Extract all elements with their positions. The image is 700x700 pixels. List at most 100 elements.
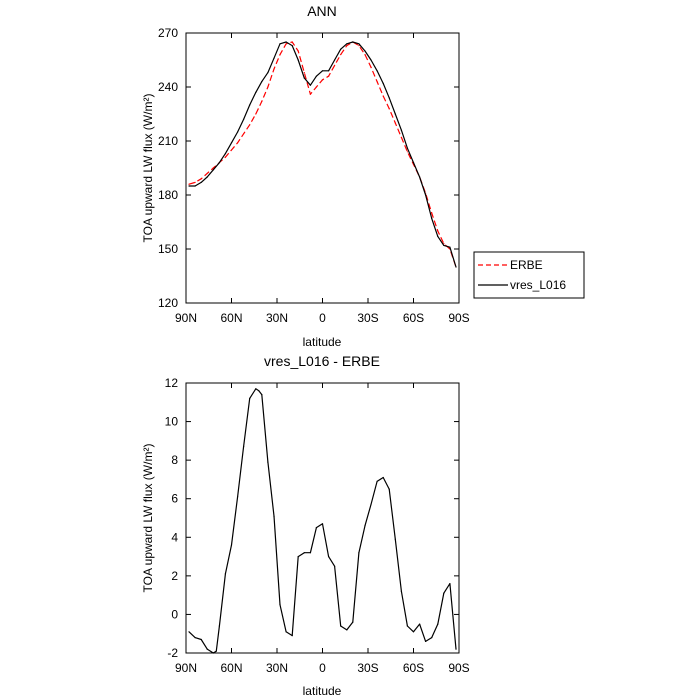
bottom-y-tick-label: 0 xyxy=(171,607,178,621)
bottom-data-point xyxy=(215,650,217,652)
top-y-tick-label: 240 xyxy=(158,80,178,94)
top-data-point xyxy=(315,86,317,88)
top-data-point xyxy=(400,129,402,131)
bottom-data-point xyxy=(358,552,360,554)
bottom-y-axis-title: TOA upward LW flux (W/m²) xyxy=(141,444,155,593)
bottom-data-point xyxy=(455,648,457,650)
top-x-tick-label: 90N xyxy=(175,311,197,325)
bottom-data-point xyxy=(315,527,317,529)
bottom-x-tick-label: 60S xyxy=(403,661,424,675)
top-data-point xyxy=(394,122,396,124)
top-data-point xyxy=(334,59,336,61)
top-data-point xyxy=(188,185,190,187)
top-data-point xyxy=(328,70,330,72)
top-data-point xyxy=(279,54,281,56)
bottom-y-tick-label: -2 xyxy=(167,646,178,660)
top-data-point xyxy=(249,104,251,106)
bottom-data-point xyxy=(388,488,390,490)
bottom-data-point xyxy=(309,552,311,554)
top-panel: ANN 90N 60N 30N 0 30S 60S 90S 120 150 180 210 240 27… xyxy=(141,3,585,349)
top-data-point xyxy=(346,45,348,47)
bottom-y-tick-label: 2 xyxy=(171,569,178,583)
top-data-point xyxy=(267,72,269,74)
top-data-point xyxy=(364,54,366,56)
bottom-data-point xyxy=(255,388,257,390)
bottom-data-point xyxy=(267,461,269,463)
top-data-point xyxy=(261,100,263,102)
top-y-tick-label: 120 xyxy=(158,296,178,310)
bottom-data-point xyxy=(352,621,354,623)
top-data-point xyxy=(237,142,239,144)
bottom-data-point xyxy=(334,565,336,567)
bottom-data-point xyxy=(340,625,342,627)
top-data-point xyxy=(273,57,275,59)
bottom-y-tick-label: 12 xyxy=(165,376,179,390)
top-data-point xyxy=(431,212,433,214)
top-series-line-erbe xyxy=(188,41,457,268)
bottom-data-point xyxy=(285,631,287,633)
bottom-data-point xyxy=(382,476,384,479)
top-data-point xyxy=(328,75,330,77)
legend-label-erbe: ERBE xyxy=(510,258,543,272)
top-y-tick-label: 150 xyxy=(158,242,178,256)
bottom-data-point xyxy=(224,573,226,575)
top-data-point xyxy=(297,50,299,52)
top-data-point xyxy=(400,136,402,138)
top-data-point xyxy=(243,118,245,120)
top-x-tick-label: 90S xyxy=(448,311,469,325)
bottom-data-point xyxy=(249,397,251,399)
bottom-chart-title: vres_L016 - ERBE xyxy=(264,353,380,369)
top-data-point xyxy=(388,97,390,99)
top-data-point xyxy=(188,183,190,185)
top-data-point xyxy=(267,86,269,88)
top-data-point xyxy=(437,235,439,237)
bottom-data-point xyxy=(206,648,208,650)
legend-label-vres: vres_L016 xyxy=(510,278,566,292)
top-data-point xyxy=(346,43,348,45)
bottom-data-point xyxy=(321,523,324,525)
bottom-data-point xyxy=(406,625,408,627)
bottom-y-tick-label: 6 xyxy=(171,492,178,506)
top-data-point xyxy=(261,81,263,83)
bottom-x-tick-label: 30N xyxy=(266,661,288,675)
bottom-data-point xyxy=(449,583,451,585)
top-data-point xyxy=(321,79,324,81)
top-series-group xyxy=(188,41,457,268)
top-y-tick-label: 180 xyxy=(158,188,178,202)
top-data-point xyxy=(406,147,408,149)
bottom-y-tick-label: 10 xyxy=(165,415,179,429)
top-y-axis-title: TOA upward LW flux (W/m²) xyxy=(141,94,155,243)
top-data-point xyxy=(309,93,311,95)
top-data-point xyxy=(443,244,445,246)
top-data-point xyxy=(224,153,226,155)
bottom-data-point xyxy=(194,637,196,639)
top-data-point xyxy=(419,176,421,178)
bottom-series-line-difference xyxy=(188,388,457,654)
top-data-point xyxy=(194,181,196,183)
top-data-point xyxy=(230,149,233,151)
top-data-point xyxy=(431,217,433,219)
top-data-point xyxy=(388,108,390,110)
top-data-point xyxy=(321,70,324,72)
top-data-point xyxy=(212,167,214,169)
top-data-point xyxy=(237,131,239,133)
top-plot-frame xyxy=(185,32,460,304)
top-data-point xyxy=(303,72,305,74)
bottom-data-point xyxy=(218,625,220,627)
top-data-point xyxy=(352,41,354,43)
top-data-point xyxy=(340,54,342,56)
bottom-data-point xyxy=(346,629,348,631)
top-data-point xyxy=(291,41,293,43)
top-data-point xyxy=(382,95,384,97)
bottom-data-point xyxy=(258,390,260,392)
top-data-point xyxy=(394,113,396,115)
top-data-point xyxy=(200,178,202,180)
top-data-point xyxy=(255,91,257,93)
bottom-x-tick-label: 30S xyxy=(357,661,378,675)
top-data-point xyxy=(224,156,226,158)
top-data-point xyxy=(449,246,451,248)
bottom-data-point xyxy=(400,590,402,592)
top-data-point xyxy=(382,82,384,84)
top-data-point xyxy=(218,162,220,164)
